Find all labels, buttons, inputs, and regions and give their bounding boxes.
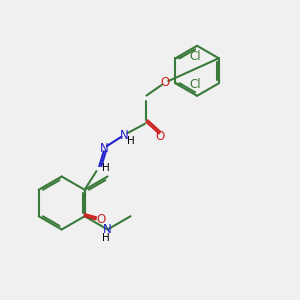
Text: Cl: Cl xyxy=(189,78,201,91)
Text: H: H xyxy=(102,233,110,243)
Text: O: O xyxy=(156,130,165,143)
Text: N: N xyxy=(99,142,108,155)
Text: O: O xyxy=(160,76,169,89)
Text: Cl: Cl xyxy=(189,50,201,63)
Text: H: H xyxy=(102,163,110,173)
Text: H: H xyxy=(127,136,135,146)
Text: N: N xyxy=(120,129,129,142)
Text: N: N xyxy=(103,223,112,236)
Text: O: O xyxy=(96,213,105,226)
